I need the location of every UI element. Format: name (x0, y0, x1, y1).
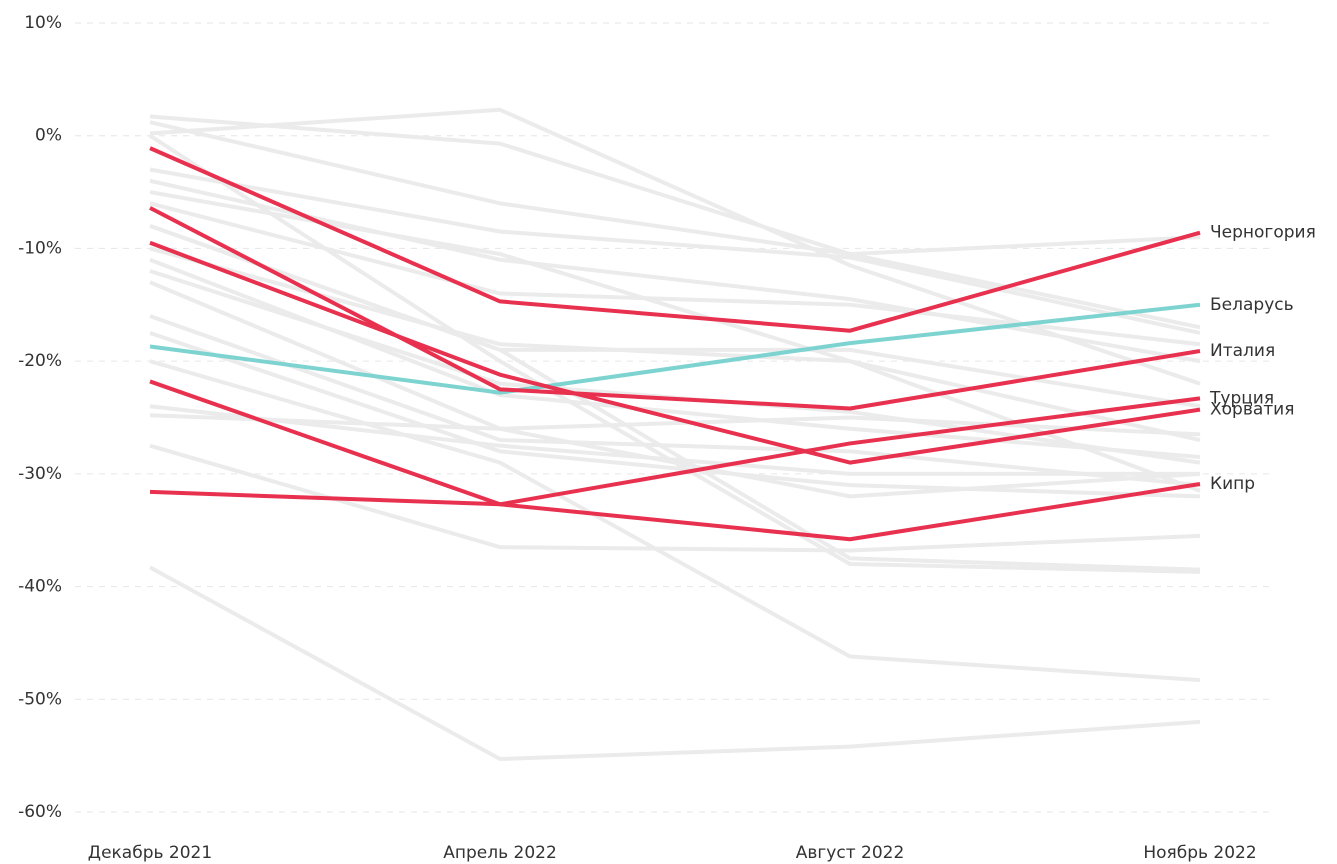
series-line (149, 167, 1201, 335)
series-label: Кипр (1210, 474, 1255, 494)
y-tick-label: -30% (18, 464, 62, 484)
series-line (149, 240, 1201, 465)
series-line (149, 359, 1201, 683)
x-tick-label: Апрель 2022 (443, 843, 557, 863)
series-line (149, 379, 1201, 507)
y-tick-label: -60% (18, 802, 62, 822)
y-tick-label: 0% (35, 126, 62, 146)
series-label: Хорватия (1210, 400, 1294, 420)
series-line (149, 565, 1201, 762)
series-line (148, 134, 1201, 574)
series-line (149, 246, 1201, 442)
y-tick-label: -50% (18, 689, 62, 709)
series-line (149, 404, 1200, 476)
y-tick-label: 10% (24, 13, 62, 33)
series-line (149, 314, 1201, 488)
series-label: Черногория (1210, 223, 1316, 243)
y-tick-label: -10% (18, 238, 62, 258)
series-line (149, 224, 1201, 572)
series-line (149, 206, 1201, 411)
series-label: Турция (1209, 388, 1274, 408)
y-tick-label: -20% (18, 351, 62, 371)
series-line (149, 146, 1201, 333)
series-line (149, 120, 1201, 257)
series-line (149, 331, 1201, 499)
series-label: Беларусь (1210, 295, 1294, 315)
x-tick-label: Август 2022 (796, 843, 905, 863)
series-line (149, 178, 1201, 364)
y-tick-label: -40% (18, 577, 62, 597)
x-tick-label: Ноябрь 2022 (1143, 843, 1256, 863)
series-line (149, 482, 1201, 542)
series-label: Италия (1210, 341, 1275, 361)
series-line (149, 114, 1201, 330)
x-tick-label: Декабрь 2021 (88, 843, 212, 863)
series-line (149, 302, 1201, 395)
